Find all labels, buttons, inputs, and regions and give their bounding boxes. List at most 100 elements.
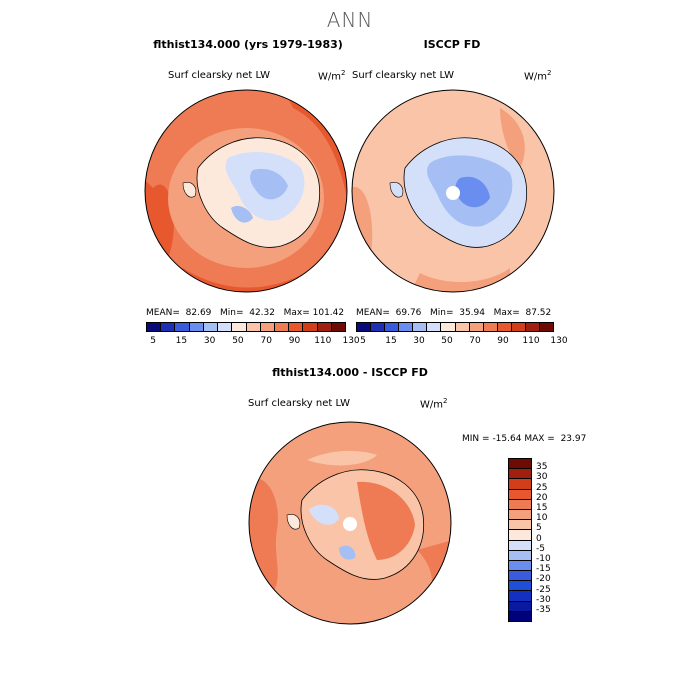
- colorbar-swatch: [540, 323, 554, 331]
- model-panel-title: flthist134.000 (yrs 1979-1983): [153, 38, 343, 51]
- colorbar-swatch: [509, 469, 531, 480]
- colorbar-swatch: [509, 499, 531, 510]
- colorbar-swatch: [232, 323, 247, 331]
- colorbar-swatch: [511, 323, 526, 331]
- colorbar-swatch: [509, 530, 531, 541]
- colorbar-swatch: [427, 323, 442, 331]
- colorbar-swatch: [455, 323, 470, 331]
- colorbar-tick-label: 5: [150, 336, 156, 346]
- colorbar-swatch: [509, 591, 531, 602]
- diff-peninsula: [286, 514, 301, 530]
- colorbar-tick-label: -20: [536, 574, 551, 585]
- colorbar-swatch: [331, 323, 346, 331]
- model-peninsula: [182, 182, 197, 198]
- obs-colorbar: [356, 322, 554, 332]
- colorbar-swatch: [509, 520, 531, 531]
- diff-colorbar: [508, 458, 532, 622]
- diff-map: [248, 421, 452, 625]
- colorbar-tick-label: -35: [536, 605, 551, 615]
- colorbar-tick-label: 30: [536, 472, 548, 483]
- diff-variable-label: Surf clearsky net LW: [248, 398, 351, 409]
- colorbar-swatch: [399, 323, 414, 331]
- colorbar-swatch: [525, 323, 541, 331]
- colorbar-swatch: [371, 323, 386, 331]
- diff-pole-hole: [343, 517, 357, 531]
- obs-warm-band: [500, 108, 525, 168]
- colorbar-swatch: [441, 323, 456, 331]
- diff-cool-area: [309, 504, 339, 525]
- model-units: W/m2: [318, 69, 346, 83]
- colorbar-tick-label: 15: [175, 336, 188, 346]
- diff-colorbar-ticks: 35 30 25 20 15 10 5 0 -5 -10 -15 -20 -25 -30 -35: [536, 458, 576, 622]
- colorbar-tick-label: -30: [536, 594, 551, 605]
- colorbar-tick-label: 70: [260, 336, 272, 346]
- diff-cool-area: [339, 545, 356, 560]
- colorbar-tick-label: 20: [536, 492, 548, 503]
- diff-map-border: [248, 421, 452, 625]
- diff-warm-interior: [357, 481, 415, 560]
- colorbar-tick-label: -10: [536, 554, 551, 564]
- obs-pole-hole: [446, 186, 460, 200]
- colorbar-swatch: [189, 323, 204, 331]
- colorbar-swatch: [483, 323, 498, 331]
- colorbar-tick-label: 35: [536, 462, 548, 473]
- colorbar-tick-label: 30: [413, 336, 425, 346]
- obs-colorbar-ticks: 5 15 30 50 70 90 110 130: [356, 336, 567, 348]
- diff-stats: MIN = -15.64 MAX = 23.97: [462, 434, 587, 444]
- obs-variable-label: Surf clearsky net LW: [352, 70, 455, 81]
- colorbar-swatch: [469, 323, 484, 331]
- obs-panel-title: ISCCP FD: [423, 38, 481, 51]
- obs-map-border: [351, 89, 555, 293]
- colorbar-tick-label: 130: [342, 336, 360, 346]
- colorbar-tick-label: 110: [522, 336, 540, 346]
- colorbar-tick-label: 5: [536, 523, 542, 534]
- colorbar-tick-label: 70: [469, 336, 481, 346]
- colorbar-swatch: [509, 509, 531, 521]
- colorbar-swatch: [218, 323, 233, 331]
- colorbar-swatch: [413, 323, 428, 331]
- colorbar-swatch: [509, 560, 531, 572]
- colorbar-tick-label: 0: [536, 533, 542, 544]
- colorbar-tick-label: -25: [536, 584, 551, 595]
- obs-map: [351, 89, 555, 293]
- colorbar-tick-label: 90: [497, 336, 509, 346]
- colorbar-swatch: [509, 581, 531, 592]
- colorbar-swatch: [509, 550, 531, 561]
- colorbar-swatch: [317, 323, 332, 331]
- colorbar-swatch: [161, 323, 176, 331]
- colorbar-tick-label: -15: [536, 564, 551, 575]
- model-colorbar: [146, 322, 346, 332]
- colorbar-swatch: [260, 323, 275, 331]
- colorbar-tick-label: 15: [385, 336, 397, 346]
- colorbar-swatch: [509, 479, 531, 490]
- colorbar-swatch: [303, 323, 318, 331]
- diff-mild-area: [307, 450, 377, 466]
- colorbar-tick-label: 90: [288, 336, 301, 346]
- model-map-border: [144, 89, 348, 293]
- obs-coldest-area: [455, 176, 490, 208]
- colorbar-swatch: [497, 323, 512, 331]
- colorbar-swatch: [289, 323, 304, 331]
- colorbar-swatch: [274, 323, 290, 331]
- diff-panel-title: flthist134.000 - ISCCP FD: [272, 366, 428, 379]
- model-coldest-area: [250, 168, 288, 200]
- model-variable-label: Surf clearsky net LW: [168, 70, 271, 81]
- colorbar-tick-label: 50: [441, 336, 453, 346]
- colorbar-tick-label: 25: [536, 482, 548, 493]
- colorbar-swatch: [175, 323, 190, 331]
- model-stats: MEAN= 82.69 Min= 42.32 Max= 101.42: [146, 308, 345, 318]
- colorbar-swatch: [509, 459, 531, 470]
- colorbar-swatch: [385, 323, 400, 331]
- colorbar-tick-label: 30: [203, 336, 216, 346]
- colorbar-swatch: [509, 571, 531, 582]
- obs-peninsula: [389, 182, 404, 198]
- figure-title: ANN: [326, 8, 374, 32]
- colorbar-swatch: [509, 489, 531, 500]
- obs-units: W/m2: [524, 69, 552, 83]
- model-colorbar-ticks: 5 15 30 50 70 90 110 130: [146, 336, 359, 348]
- colorbar-swatch: [147, 323, 162, 331]
- colorbar-tick-label: 110: [314, 336, 332, 346]
- colorbar-tick-label: -5: [536, 543, 545, 554]
- colorbar-tick-label: 15: [536, 503, 548, 513]
- colorbar-tick-label: 5: [360, 336, 366, 346]
